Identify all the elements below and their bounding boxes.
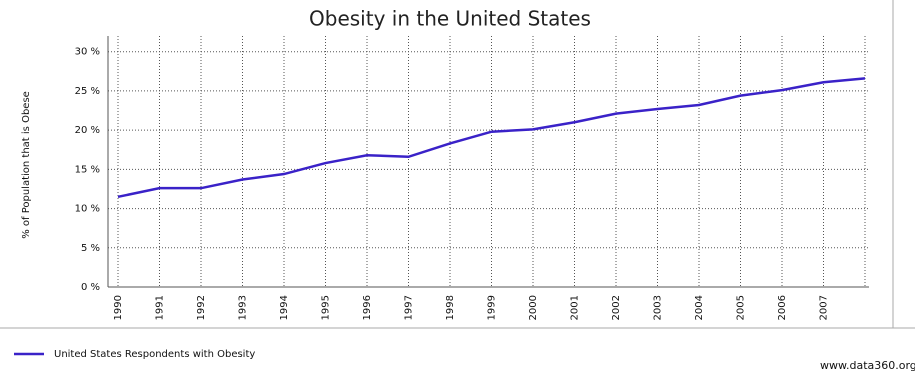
x-tick-label: 1997 (404, 295, 415, 320)
x-tick-label: 1990 (113, 295, 124, 320)
x-tick-label: 2004 (694, 295, 705, 320)
source: www.data360.org (820, 359, 915, 372)
x-tick-label: 1996 (362, 295, 373, 320)
x-tick-label: 2007 (819, 295, 830, 320)
y-tick-label: 20 % (75, 125, 100, 136)
x-tick-label: 1992 (196, 295, 207, 320)
x-tick-label: 1999 (487, 295, 498, 320)
y-tick-label: 15 % (75, 164, 100, 175)
x-tick-label: 2000 (528, 295, 539, 320)
x-tick-label: 1995 (321, 295, 332, 320)
y-tick-label: 30 % (75, 47, 100, 58)
x-tick-label: 1994 (279, 295, 290, 320)
data-line (117, 77, 866, 199)
x-tick-label: 2006 (777, 295, 788, 320)
x-tick-label: 1991 (155, 295, 166, 320)
y-tick-label: 5 % (81, 243, 100, 254)
y-tick-label: 25 % (75, 86, 100, 97)
x-tick-label: 2002 (611, 295, 622, 320)
x-tick-label: 1993 (238, 295, 249, 320)
y-tick-label: 0 % (81, 282, 100, 293)
y-axis-label: % of Population that is Obese (21, 91, 32, 239)
x-tick-label: 2003 (653, 295, 664, 320)
x-tick-label: 2005 (736, 295, 747, 320)
y-tick-label: 10 % (75, 204, 100, 215)
legend-label: United States Respondents with Obesity (54, 349, 255, 360)
x-tick-label: 1998 (445, 295, 456, 320)
chart-title: Obesity in the United States (309, 7, 591, 31)
x-tick-label: 2001 (570, 295, 581, 320)
